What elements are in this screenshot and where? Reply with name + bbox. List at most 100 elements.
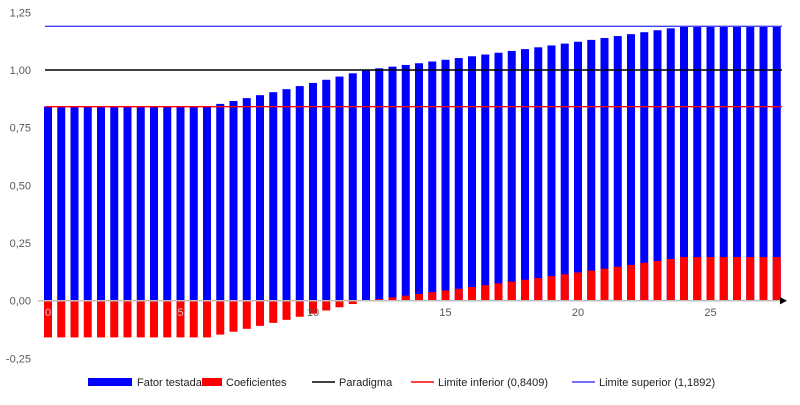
bar-fator (388, 66, 397, 301)
legend-label-coef: Coeficientes (226, 377, 287, 389)
x-tick-label: 15 (439, 307, 451, 319)
bar-fator (110, 106, 119, 301)
bar-coeficiente (269, 300, 278, 323)
bar-fator (97, 106, 105, 301)
bars (44, 26, 781, 338)
bar-fator (44, 106, 52, 301)
bar-coeficiente (203, 300, 211, 338)
bar-fator (494, 52, 503, 301)
bar-coeficiente (216, 300, 225, 335)
bar-fator (176, 106, 185, 301)
bar-coeficiente (494, 283, 503, 301)
bar-fator (150, 106, 158, 301)
y-tick-label: 0,75 (10, 123, 31, 135)
bar-coeficiente (759, 257, 768, 301)
bar-fator (733, 26, 741, 301)
bar-coeficiente (468, 286, 476, 301)
legend-label-fator: Fator testada (137, 377, 203, 389)
bar-fator (587, 39, 596, 301)
y-tick-label: 0,50 (10, 180, 31, 192)
bar-coeficiente (189, 300, 198, 338)
bar-coeficiente (719, 257, 728, 301)
bar-fator (640, 32, 649, 301)
bar-fator (123, 106, 132, 301)
bar-fator (163, 106, 172, 301)
bar-fator (759, 26, 768, 301)
bar-fator (666, 28, 675, 301)
bar-fator (454, 58, 463, 301)
bar-coeficiente (242, 300, 251, 329)
bar-coeficiente (335, 300, 344, 308)
legend-marker-fator (88, 378, 132, 386)
bar-fator (216, 103, 225, 301)
bar-fator (680, 26, 688, 301)
bar-fator (468, 56, 476, 301)
bar-coeficiente (401, 295, 410, 301)
bar-coeficiente (666, 259, 675, 301)
bar-fator (348, 73, 357, 301)
bar-coeficiente (282, 300, 291, 320)
legend-label-inferior: Limite inferior (0,8409) (438, 377, 548, 389)
bar-coeficiente (388, 297, 397, 301)
bar-fator (534, 47, 543, 301)
bar-fator (441, 59, 450, 301)
bar-coeficiente (560, 274, 569, 301)
bar-coeficiente (322, 300, 331, 311)
bar-coeficiente (706, 257, 715, 301)
bar-fator (203, 106, 211, 301)
bar-fator (706, 26, 715, 301)
bar-coeficiente (123, 300, 132, 338)
bar-fator (136, 106, 145, 301)
bar-coeficiente (375, 299, 384, 301)
bar-fator (189, 106, 198, 301)
bar-coeficiente (441, 290, 450, 301)
bar-coeficiente (587, 270, 596, 301)
bar-fator (309, 82, 317, 301)
y-tick-label: -0,25 (6, 353, 31, 365)
bar-fator (627, 34, 635, 301)
bar-coeficiente (693, 257, 702, 301)
bar-coeficiente (772, 257, 781, 301)
bar-fator (269, 92, 278, 301)
bar-fator (401, 64, 410, 301)
bar-coeficiente (97, 300, 105, 338)
x-tick-label: 0 (45, 307, 51, 319)
bar-coeficiente (176, 300, 185, 338)
bar-coeficiente (733, 257, 741, 301)
bar-fator (719, 26, 728, 301)
bar-coeficiente (746, 257, 755, 301)
bar-coeficiente (653, 260, 662, 301)
reference-lines (45, 25, 782, 108)
bar-coeficiente (229, 300, 238, 332)
bar-fator (375, 68, 384, 301)
bar-coeficiente (534, 277, 543, 301)
legend: Fator testada Coeficientes Paradigma Lim… (88, 377, 715, 389)
bar-fator (242, 98, 251, 301)
bar-fator (560, 43, 569, 301)
y-tick-label: 0,25 (10, 238, 31, 250)
y-tick-label: 1,00 (10, 65, 31, 77)
bar-coeficiente (110, 300, 119, 338)
bar-fator (415, 63, 423, 301)
bar-fator (653, 30, 662, 301)
bar-fator (335, 76, 344, 301)
bar-fator (428, 61, 437, 301)
bar-fator (57, 106, 66, 301)
legend-label-superior: Limite superior (1,1892) (599, 377, 715, 389)
bar-coeficiente (481, 285, 490, 301)
bar-coeficiente (547, 276, 556, 301)
bar-fator (481, 54, 490, 301)
bar-fator (600, 37, 609, 301)
bar-coeficiente (348, 300, 357, 304)
bar-coeficiente (136, 300, 145, 338)
bar-coeficiente (574, 272, 582, 301)
bar-fator (507, 50, 516, 301)
bar-fator (295, 86, 304, 301)
x-tick-label: 5 (177, 307, 183, 319)
x-axis (38, 297, 787, 305)
y-tick-label: 0,00 (10, 296, 31, 308)
bar-coeficiente (83, 300, 92, 338)
bar-fator (521, 49, 529, 301)
bar-coeficiente (163, 300, 172, 338)
